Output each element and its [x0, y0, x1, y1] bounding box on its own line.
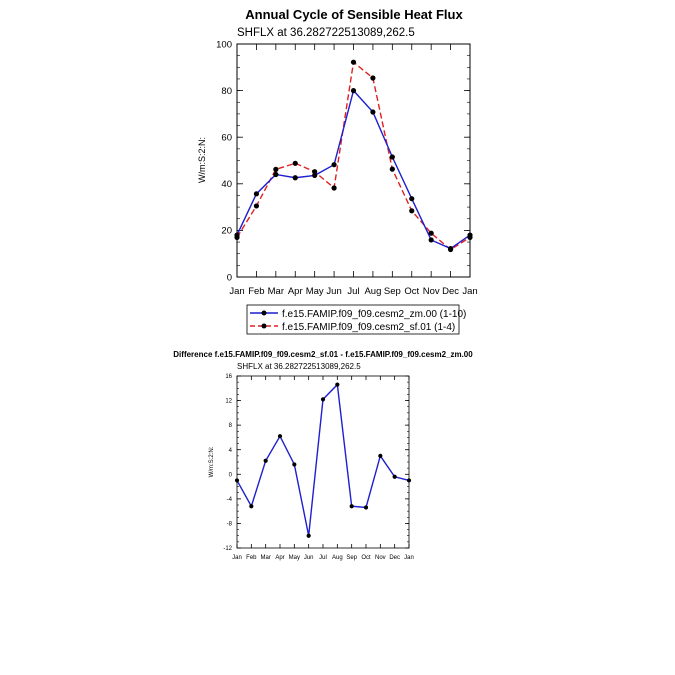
- y-tick-label: 0: [227, 272, 232, 283]
- chart-2-title: Difference f.e15.FAMIP.f09_f09.cesm2_sf.…: [173, 350, 473, 359]
- x-tick-label: Aug: [332, 555, 343, 561]
- x-tick-label: Apr: [275, 555, 284, 561]
- data-point: [389, 154, 395, 160]
- x-tick-label: Dec: [389, 555, 400, 561]
- x-tick-label: Dec: [442, 286, 459, 297]
- data-point: [350, 88, 357, 94]
- data-point: [350, 59, 357, 65]
- x-tick-label: Aug: [364, 286, 381, 297]
- x-tick-label: Jan: [404, 555, 414, 561]
- data-point: [378, 453, 383, 458]
- data-point: [428, 237, 434, 243]
- y-tick-label: 80: [221, 86, 232, 97]
- data-point: [320, 397, 326, 402]
- data-point: [292, 175, 298, 181]
- data-point: [312, 169, 318, 175]
- y-tick-label: -4: [227, 497, 233, 503]
- y-tick-label: 40: [221, 179, 232, 190]
- data-point: [263, 458, 268, 463]
- data-point: [370, 109, 376, 115]
- data-point: [428, 230, 434, 236]
- data-point: [409, 196, 415, 202]
- chart-1: Annual Cycle of Sensible Heat Flux SHFLX…: [197, 7, 478, 335]
- x-tick-label: Nov: [423, 286, 440, 297]
- legend-label-zm: f.e15.FAMIP.f09_f09.cesm2_zm.00 (1-10): [282, 309, 466, 320]
- x-tick-label: Sep: [346, 555, 357, 561]
- x-tick-label: Jan: [229, 286, 244, 297]
- x-tick-label: May: [289, 555, 300, 561]
- data-point: [363, 505, 369, 510]
- data-point: [249, 504, 254, 509]
- data-point: [292, 462, 297, 467]
- chart-2: Difference f.e15.FAMIP.f09_f09.cesm2_sf.…: [173, 350, 473, 561]
- x-tick-label: Jan: [232, 555, 242, 561]
- chart-1-legend: f.e15.FAMIP.f09_f09.cesm2_zm.00 (1-10) f…: [246, 304, 466, 335]
- y-tick-label: 20: [221, 226, 232, 237]
- x-tick-label: Mar: [260, 555, 270, 561]
- chart-2-subtitle: SHFLX at 36.282722513089,262.5: [237, 362, 361, 371]
- data-point: [447, 246, 454, 253]
- x-tick-label: Feb: [248, 286, 264, 297]
- x-tick-label: May: [306, 286, 324, 297]
- y-tick-label: 60: [221, 133, 232, 144]
- y-tick-label: -12: [223, 546, 232, 552]
- data-point: [331, 162, 337, 168]
- x-tick-label: Jul: [319, 555, 327, 561]
- data-point: [253, 203, 260, 209]
- x-tick-label: Oct: [404, 286, 419, 297]
- data-point: [335, 382, 340, 387]
- data-point: [312, 172, 318, 179]
- x-tick-label: Apr: [288, 286, 303, 297]
- x-tick-label: Jun: [326, 286, 341, 297]
- chart-1-subtitle: SHFLX at 36.282722513089,262.5: [237, 27, 415, 39]
- data-point: [389, 166, 395, 172]
- data-point: [392, 474, 397, 479]
- x-tick-label: Sep: [384, 286, 401, 297]
- y-tick-label: 0: [229, 472, 233, 478]
- data-point: [331, 185, 337, 191]
- data-point: [292, 160, 298, 166]
- data-point: [234, 234, 240, 240]
- y-tick-label: 8: [229, 423, 233, 429]
- series-line: [236, 89, 471, 250]
- y-tick-label: 16: [225, 374, 232, 380]
- legend-marker-zm: [261, 310, 267, 316]
- chart-1-title: Annual Cycle of Sensible Heat Flux: [245, 7, 463, 22]
- data-point: [306, 533, 311, 538]
- data-point: [370, 75, 376, 81]
- data-point: [406, 478, 412, 483]
- data-point: [234, 478, 240, 483]
- y-tick-label: 12: [225, 399, 232, 405]
- x-tick-label: Oct: [361, 555, 371, 561]
- y-tick-label: 100: [216, 39, 232, 50]
- y-tick-label: -8: [227, 522, 233, 528]
- legend-label-sf: f.e15.FAMIP.f09_f09.cesm2_sf.01 (1-4): [282, 322, 455, 333]
- x-tick-label: Mar: [268, 286, 284, 297]
- data-point: [273, 166, 279, 172]
- series-line: [236, 383, 410, 536]
- data-point: [253, 191, 260, 197]
- data-point: [349, 504, 354, 509]
- legend-marker-sf: [261, 323, 267, 329]
- x-tick-label: Jan: [462, 286, 477, 297]
- data-point: [273, 171, 279, 178]
- y-tick-label: 4: [229, 448, 233, 454]
- data-point: [409, 208, 415, 214]
- x-tick-label: Nov: [375, 555, 386, 561]
- chart-1-ylabel: W/m:S:2:N:: [197, 137, 207, 183]
- chart-2-ylabel: W/m:S:2:N:: [209, 446, 215, 477]
- x-tick-label: Jul: [347, 286, 359, 297]
- data-point: [467, 234, 473, 240]
- legend-box: [246, 304, 460, 335]
- x-tick-label: Feb: [246, 555, 257, 561]
- data-point: [277, 434, 283, 439]
- x-tick-label: Jun: [304, 555, 314, 561]
